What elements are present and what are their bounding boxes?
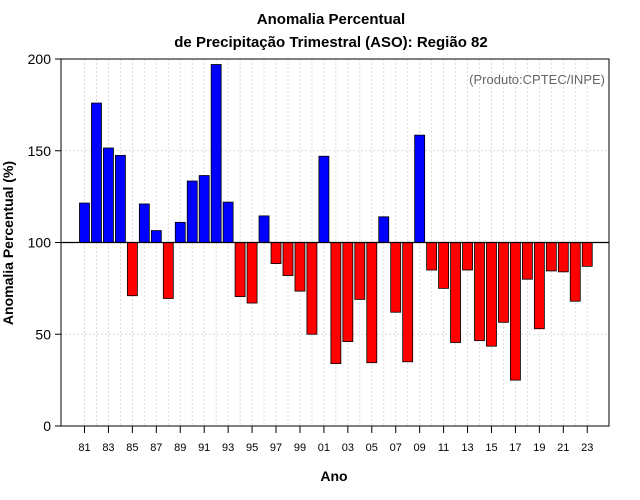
bar-18 (521, 242, 533, 280)
bar-97 (270, 242, 282, 265)
bar-82 (91, 102, 102, 243)
bar-88 (162, 242, 174, 299)
bar-99 (294, 242, 306, 292)
bar-21 (557, 242, 569, 273)
bar-01 (318, 155, 330, 243)
y-tick-label: 50 (35, 326, 51, 342)
bar-23 (581, 242, 593, 267)
x-tick-label: 87 (150, 442, 162, 454)
bar-05 (366, 242, 378, 364)
x-tick-label: 17 (509, 442, 521, 454)
bar-08 (402, 242, 414, 363)
x-tick-label: 09 (414, 442, 426, 454)
bar-87 (150, 230, 162, 243)
bar-89 (174, 221, 186, 243)
x-tick-label: 97 (270, 442, 282, 454)
bar-96 (258, 215, 270, 243)
bar-15 (486, 242, 497, 347)
y-axis-label: Anomalia Percentual (%) (0, 161, 16, 325)
x-tick-label: 91 (198, 442, 210, 454)
x-tick-label: 01 (318, 442, 330, 454)
x-tick-label: 83 (102, 442, 114, 454)
bar-17 (510, 242, 521, 381)
bar-16 (498, 242, 509, 323)
x-tick-label: 89 (174, 442, 186, 454)
x-axis-label: Ano (320, 468, 347, 484)
chart-title-line2: de Precipitação Trimestral (ASO): Região… (174, 34, 487, 51)
bar-14 (474, 242, 485, 342)
x-tick-label: 11 (438, 442, 449, 454)
x-tick-label: 93 (222, 442, 234, 454)
x-tick-label: 21 (557, 442, 569, 454)
x-tick-label: 99 (294, 442, 306, 454)
x-tick-label: 81 (78, 442, 90, 454)
bar-83 (103, 147, 114, 243)
bar-84 (115, 154, 126, 243)
bar-95 (246, 242, 258, 304)
x-tick-label: 03 (342, 442, 354, 454)
bar-85 (126, 242, 138, 297)
bars (79, 64, 593, 381)
x-tick-label: 95 (246, 442, 258, 454)
x-tick-label: 19 (533, 442, 545, 454)
bar-03 (342, 242, 354, 342)
y-tick-label: 100 (28, 235, 52, 251)
y-tick-label: 200 (28, 51, 52, 67)
y-axis: 0 50 100 150 200 (28, 51, 61, 434)
bar-11 (438, 242, 450, 289)
x-tick-label: 23 (581, 442, 593, 454)
x-tick-label: 85 (126, 442, 138, 454)
x-tick-label: 15 (485, 442, 497, 454)
x-axis: 81 83 85 87 89 91 93 95 97 99 01 03 05 07 09 11 13 15 17 19… (78, 426, 593, 454)
bar-86 (138, 203, 150, 243)
bar-81 (79, 202, 90, 243)
bar-20 (545, 242, 557, 272)
bar-90 (186, 180, 198, 243)
bar-02 (330, 242, 342, 365)
bar-98 (282, 242, 294, 276)
x-tick-label: 13 (461, 442, 473, 454)
chart-title-line1: Anomalia Percentual (257, 11, 405, 28)
product-credit: (Produto:CPTEC/INPE) (469, 72, 605, 87)
bar-10 (426, 242, 438, 271)
bar-93 (222, 201, 234, 243)
gridlines (61, 58, 609, 427)
y-tick-label: 150 (28, 143, 52, 159)
bar-04 (354, 242, 366, 300)
bar-12 (450, 242, 461, 343)
bar-22 (569, 242, 581, 302)
y-tick-label: 0 (43, 418, 51, 434)
bar-09 (414, 134, 426, 243)
x-tick-label: 05 (366, 442, 378, 454)
bar-19 (533, 242, 545, 330)
bar-91 (198, 175, 210, 243)
bar-07 (390, 242, 402, 313)
bar-00 (306, 242, 318, 335)
bar-13 (462, 242, 473, 271)
x-tick-label: 07 (390, 442, 402, 454)
bar-94 (234, 242, 246, 298)
bar-92 (210, 64, 222, 243)
bar-06 (378, 216, 390, 243)
